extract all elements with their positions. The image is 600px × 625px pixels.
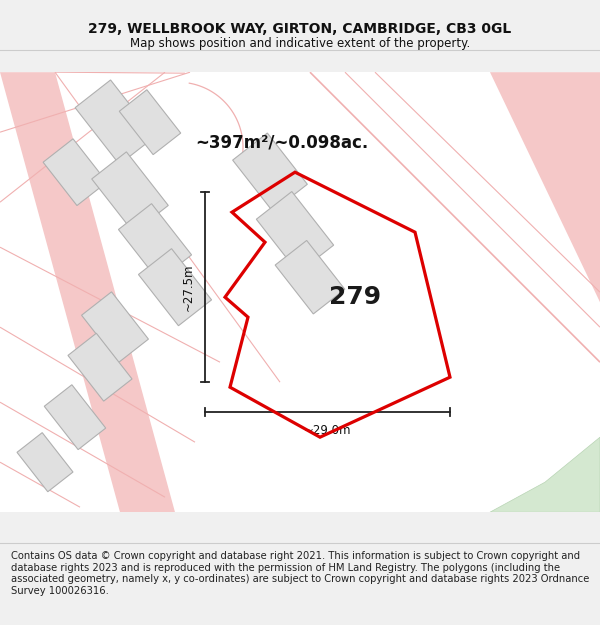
Polygon shape — [43, 139, 107, 206]
Text: ~397m²/~0.098ac.: ~397m²/~0.098ac. — [195, 133, 368, 151]
Text: Contains OS data © Crown copyright and database right 2021. This information is : Contains OS data © Crown copyright and d… — [11, 551, 589, 596]
Text: 279, WELLBROOK WAY, GIRTON, CAMBRIDGE, CB3 0GL: 279, WELLBROOK WAY, GIRTON, CAMBRIDGE, C… — [88, 22, 512, 36]
Text: ~27.5m: ~27.5m — [182, 264, 195, 311]
Polygon shape — [118, 204, 191, 281]
Polygon shape — [275, 241, 345, 314]
Polygon shape — [256, 191, 334, 273]
Polygon shape — [0, 72, 175, 512]
Polygon shape — [75, 80, 155, 164]
Polygon shape — [233, 133, 307, 211]
Polygon shape — [68, 333, 132, 401]
Polygon shape — [310, 72, 600, 302]
Polygon shape — [92, 152, 168, 232]
Text: ~29.0m: ~29.0m — [304, 424, 351, 437]
Text: Map shows position and indicative extent of the property.: Map shows position and indicative extent… — [130, 38, 470, 51]
Polygon shape — [82, 292, 148, 362]
Text: 279: 279 — [329, 285, 381, 309]
Polygon shape — [490, 437, 600, 512]
Polygon shape — [119, 90, 181, 154]
Polygon shape — [44, 385, 106, 449]
Polygon shape — [17, 432, 73, 492]
Polygon shape — [139, 249, 212, 326]
